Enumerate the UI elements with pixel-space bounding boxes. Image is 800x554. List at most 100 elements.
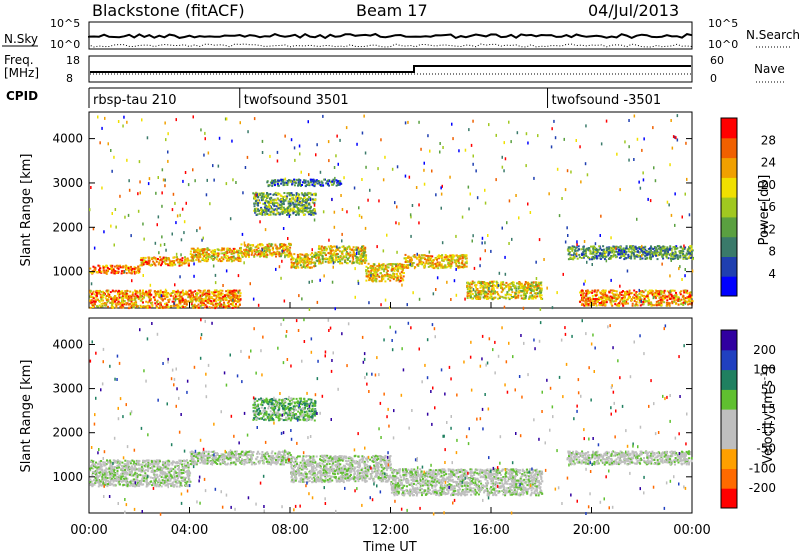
echo-cell (355, 246, 358, 249)
echo-cell (617, 297, 620, 300)
echo-cell (111, 303, 114, 306)
echo-cell (365, 279, 368, 282)
echo-cell (237, 296, 240, 299)
echo-cell (323, 252, 326, 255)
echo-cell (510, 297, 513, 299)
echo-cell (684, 297, 687, 300)
echo-cell (260, 250, 263, 253)
echo-cell (410, 234, 412, 238)
echo-cell (638, 246, 641, 249)
echo-cell (286, 192, 289, 195)
echo-cell (627, 302, 629, 305)
echo-cell (515, 296, 518, 299)
echo-cell (539, 287, 542, 290)
echo-cell (665, 248, 668, 251)
echo-cell (283, 251, 286, 254)
echo-cell (349, 248, 352, 251)
echo-cell (141, 259, 144, 262)
echo-cell (654, 295, 657, 298)
echo-cell (610, 236, 612, 240)
echo-cell (255, 207, 258, 210)
echo-cell (656, 250, 659, 253)
echo-cell (168, 298, 171, 301)
echo-cell (674, 135, 676, 139)
echo-cell (197, 306, 200, 309)
echo-cell (650, 246, 653, 249)
echo-cell (517, 287, 520, 290)
echo-cell (163, 290, 166, 293)
echo-cell (501, 288, 504, 291)
nsearch-label: N.Search (746, 28, 800, 42)
echo-cell (358, 214, 361, 218)
echo-cell (272, 193, 275, 196)
echo-cell (267, 208, 270, 211)
echo-cell (367, 270, 370, 273)
echo-cell (109, 291, 112, 294)
echo-cell (283, 299, 286, 303)
echo-cell (182, 262, 185, 265)
echo-cell (510, 140, 512, 144)
echo-cell (474, 292, 477, 295)
echo-cell (164, 257, 167, 260)
echo-cell (267, 245, 269, 248)
echo-cell (276, 159, 279, 163)
echo-cell (413, 266, 416, 270)
echo-cell (304, 254, 307, 257)
echo-cell (115, 225, 117, 229)
echo-cell (455, 260, 458, 263)
echo-cell (267, 247, 270, 250)
echo-cell (659, 298, 662, 301)
echo-cell (225, 296, 228, 299)
echo-cell (289, 242, 292, 245)
cpid-segment-label: rbsp-tau 210 (93, 93, 177, 108)
echo-cell (100, 270, 103, 273)
echo-cell (313, 202, 316, 205)
echo-cell (436, 261, 439, 264)
echo-cell (343, 176, 345, 180)
echo-cell (339, 180, 342, 183)
echo-cell (248, 247, 251, 250)
echo-cell (352, 261, 355, 264)
echo-cell (142, 289, 144, 292)
echo-cell (280, 253, 283, 255)
echo-cell (482, 288, 485, 291)
echo-cell (156, 291, 158, 294)
echo-cell (112, 268, 115, 271)
echo-cell (499, 283, 502, 286)
echo-cell (613, 245, 616, 248)
echo-cell (391, 263, 394, 265)
echo-cell (159, 289, 162, 292)
echo-cell (625, 245, 628, 248)
echo-cell (97, 115, 99, 119)
echo-cell (335, 154, 337, 158)
echo-cell (224, 306, 227, 309)
echo-cell (363, 252, 365, 255)
echo-cell (107, 298, 110, 301)
echo-cell (205, 305, 208, 308)
echo-cell (397, 275, 400, 278)
echo-cell (461, 262, 464, 264)
echo-cell (139, 304, 142, 307)
echo-cell (239, 249, 242, 251)
echo-cell (535, 281, 537, 284)
echo-cell (643, 297, 646, 300)
echo-cell (168, 264, 171, 267)
echo-cell (293, 198, 296, 201)
echo-cell (308, 266, 311, 269)
echo-cell (225, 293, 228, 296)
echo-cell (172, 263, 175, 266)
echo-cell (129, 290, 132, 293)
echo-cell (489, 281, 492, 284)
echo-cell (406, 264, 409, 267)
echo-cell (323, 178, 326, 181)
echo-cell (183, 302, 186, 305)
echo-cell (173, 261, 175, 264)
echo-cell (280, 207, 283, 210)
echo-cell (318, 260, 321, 263)
echo-cell (611, 255, 614, 258)
echo-cell (181, 207, 184, 211)
echo-cell (289, 193, 292, 196)
echo-cell (197, 249, 200, 251)
echo-cell (275, 199, 278, 202)
echo-cell (536, 286, 539, 289)
